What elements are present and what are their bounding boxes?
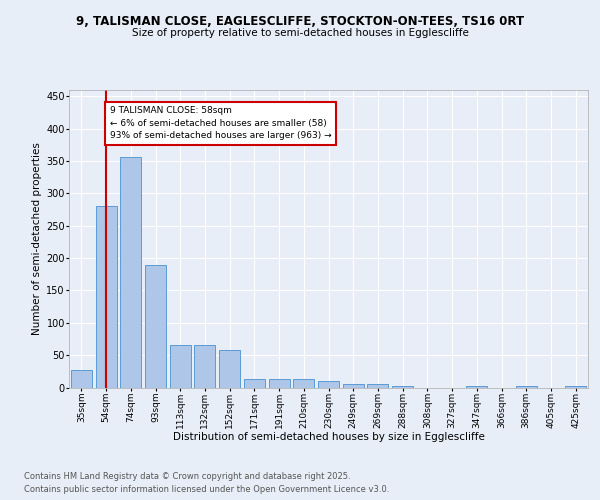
- Bar: [269, 379, 290, 388]
- Text: 9 TALISMAN CLOSE: 58sqm
← 6% of semi-detached houses are smaller (58)
93% of sem: 9 TALISMAN CLOSE: 58sqm ← 6% of semi-det…: [110, 106, 331, 140]
- Text: Contains public sector information licensed under the Open Government Licence v3: Contains public sector information licen…: [24, 485, 389, 494]
- Bar: [120, 156, 141, 388]
- Bar: [219, 350, 240, 388]
- Bar: [343, 384, 364, 388]
- Bar: [95, 206, 116, 388]
- Bar: [293, 379, 314, 388]
- Bar: [516, 386, 537, 388]
- Bar: [367, 384, 388, 388]
- Bar: [392, 386, 413, 388]
- Bar: [170, 346, 191, 388]
- Bar: [318, 381, 339, 388]
- X-axis label: Distribution of semi-detached houses by size in Egglescliffe: Distribution of semi-detached houses by …: [173, 432, 484, 442]
- Bar: [145, 264, 166, 388]
- Bar: [244, 379, 265, 388]
- Bar: [466, 386, 487, 388]
- Text: Size of property relative to semi-detached houses in Egglescliffe: Size of property relative to semi-detach…: [131, 28, 469, 38]
- Y-axis label: Number of semi-detached properties: Number of semi-detached properties: [32, 142, 42, 335]
- Text: Contains HM Land Registry data © Crown copyright and database right 2025.: Contains HM Land Registry data © Crown c…: [24, 472, 350, 481]
- Bar: [194, 346, 215, 388]
- Text: 9, TALISMAN CLOSE, EAGLESCLIFFE, STOCKTON-ON-TEES, TS16 0RT: 9, TALISMAN CLOSE, EAGLESCLIFFE, STOCKTO…: [76, 15, 524, 28]
- Bar: [71, 370, 92, 388]
- Bar: [565, 386, 586, 388]
